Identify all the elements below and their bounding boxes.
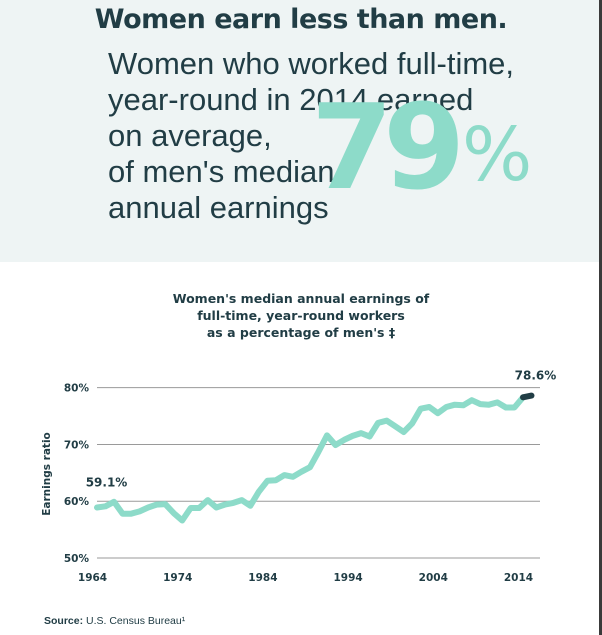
y-tick-label: 80% xyxy=(64,383,90,395)
x-tick-label: 1994 xyxy=(333,572,362,584)
stat-big-number: 79 xyxy=(311,78,465,216)
x-tick-label: 2014 xyxy=(504,572,533,584)
stat-line: of men's median xyxy=(108,154,335,189)
stat-line: year-round in 2014 earned xyxy=(108,82,474,117)
y-axis-label: Earnings ratio xyxy=(41,432,53,516)
data-label: 78.6% xyxy=(515,369,557,383)
source-footer: Source: U.S. Census Bureau¹ xyxy=(44,615,185,627)
stat-line: Women who worked full-time, xyxy=(108,46,515,81)
chart-title-line: full-time, year-round workers xyxy=(197,308,405,323)
latest-ratio-segment xyxy=(520,392,535,401)
y-tick-label: 70% xyxy=(64,439,90,451)
x-tick-label: 1964 xyxy=(78,572,107,584)
chart-title: Women's median annual earnings of full-t… xyxy=(0,290,602,341)
source-text: U.S. Census Bureau¹ xyxy=(86,615,186,627)
window-edge xyxy=(599,0,602,635)
y-tick-label: 50% xyxy=(64,553,90,565)
stat-text: Women who worked full-time, year-round i… xyxy=(108,46,514,226)
hero-panel xyxy=(0,0,602,262)
x-tick-label: 1974 xyxy=(163,572,192,584)
headline: Women earn less than men. xyxy=(94,4,508,35)
data-label: 59.1% xyxy=(86,475,128,489)
x-tick-label: 2004 xyxy=(419,572,448,584)
chart-title-line: Women's median annual earnings of xyxy=(172,291,430,306)
stat-percent-sign: % xyxy=(462,112,533,198)
stat-line: on average, xyxy=(108,118,272,153)
y-tick-label: 60% xyxy=(64,496,90,508)
x-tick-label: 1984 xyxy=(248,572,277,584)
stat-line: annual earnings xyxy=(108,190,329,225)
earnings-ratio-line xyxy=(94,394,526,524)
chart-title-line: as a percentage of men's ‡ xyxy=(206,325,396,340)
source-label: Source: xyxy=(44,615,84,627)
earnings-ratio-chart: 50% 60% 70% 80% 1964 1974 1984 1994 2004 2014 Earn… xyxy=(41,369,557,584)
